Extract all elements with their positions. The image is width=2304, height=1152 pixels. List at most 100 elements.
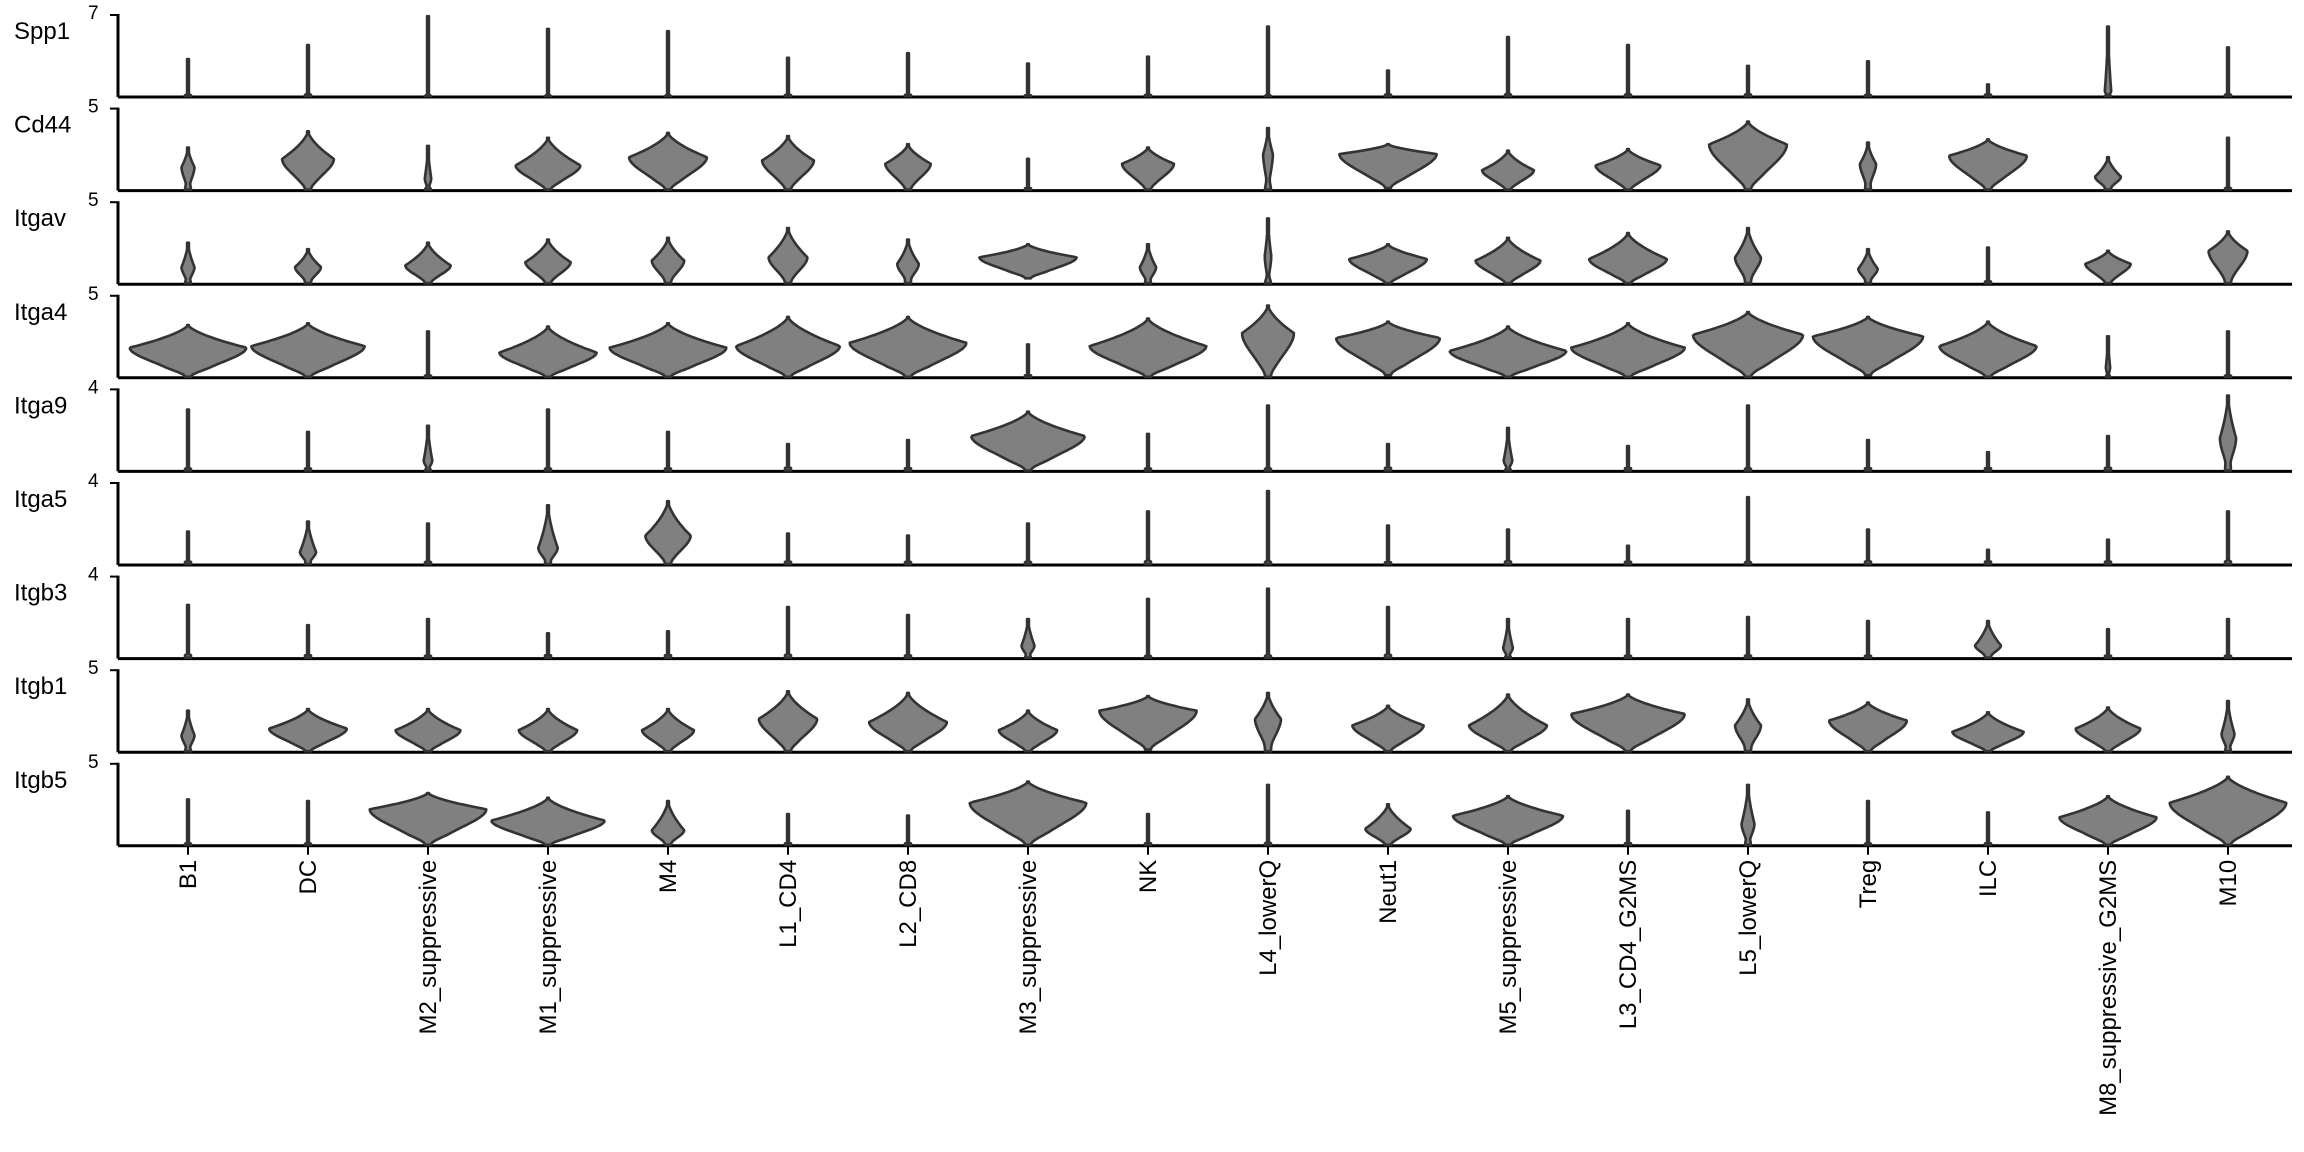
violin-itgb1-m4 <box>640 707 696 753</box>
violin-cd44-treg <box>1858 141 1878 191</box>
violin-itga5-l4-lowerq <box>1263 489 1273 566</box>
violin-spp1-neut1 <box>1383 69 1393 98</box>
violin-itgb1-ilc <box>1951 711 2025 753</box>
violin-itga9-l2-cd8 <box>903 438 913 472</box>
x-tick-label-m1-suppressive: M1_suppressive <box>535 860 562 1035</box>
violin-itgb1-l4-lowerq <box>1253 691 1283 753</box>
violin-itgb3-l5-lowerq <box>1743 615 1753 659</box>
violin-itgb3-m5-suppressive <box>1501 617 1515 659</box>
violin-itga9-m1-suppressive <box>543 408 553 472</box>
violin-itgb1-l5-lowerq <box>1733 698 1763 753</box>
violin-itgb3-b1 <box>183 603 193 659</box>
violin-cd44-m1-suppressive <box>514 136 582 191</box>
violin-spp1-ilc <box>1983 83 1993 98</box>
violin-itga5-m2-suppressive <box>423 522 433 566</box>
x-tick-label-m5-suppressive: M5_suppressive <box>1495 860 1522 1035</box>
violin-itga9-dc <box>303 430 313 472</box>
violin-itga5-m3-suppressive <box>1023 522 1033 566</box>
y-max-label: 5 <box>88 752 99 773</box>
violin-itga5-l1-cd4 <box>783 532 793 566</box>
violin-itga4-m5-suppressive <box>1448 325 1568 379</box>
violin-cd44-l5-lowerq <box>1707 120 1789 191</box>
violin-itga9-treg <box>1863 438 1873 472</box>
violin-cd44-neut1 <box>1338 142 1438 190</box>
gene-panel-itgb1: Itgb1 5 <box>14 658 2292 754</box>
x-tick-label-nk: NK <box>1135 860 1162 893</box>
violin-itga4-neut1 <box>1334 320 1442 377</box>
violin-itgb1-neut1 <box>1351 704 1425 753</box>
violin-itga4-l4-lowerq <box>1240 304 1296 379</box>
violin-itgb5-treg <box>1863 799 1873 847</box>
violin-itga9-l3-cd4-g2ms <box>1623 444 1633 472</box>
gene-label: Itgb1 <box>14 673 67 700</box>
gene-panel-spp1: Spp1 7 <box>14 3 2292 99</box>
violin-itga4-l3-cd4-g2ms <box>1570 322 1686 379</box>
violin-itgb5-m4 <box>650 799 686 847</box>
violin-itgav-l1-cd4 <box>767 226 809 285</box>
violin-itgav-ilc <box>1983 246 1993 285</box>
violin-spp1-l4-lowerq <box>1263 25 1273 98</box>
violin-itgb3-m8-suppressive-g2ms <box>2103 627 2113 659</box>
violin-cd44-b1 <box>180 146 196 191</box>
x-tick-label-m10: M10 <box>2215 860 2242 907</box>
violin-itga5-m1-suppressive <box>537 504 559 566</box>
gene-panel-itga4: Itga4 5 <box>14 284 2292 380</box>
y-max-label: 7 <box>88 3 99 24</box>
violin-cd44-dc <box>280 130 336 191</box>
gene-panel-cd44: Cd44 5 <box>14 97 2292 193</box>
violin-itga9-b1 <box>183 408 193 472</box>
gene-label: Itgb3 <box>14 580 67 607</box>
violin-itga9-m5-suppressive <box>1502 426 1514 472</box>
gene-label: Itga9 <box>14 392 67 419</box>
violin-itgb3-l1-cd4 <box>783 605 793 659</box>
violin-itgb5-dc <box>303 799 313 847</box>
gene-panel-itgb5: Itgb5 5 <box>14 752 2292 848</box>
violin-itga4-nk <box>1088 317 1208 379</box>
violin-itga5-neut1 <box>1383 524 1393 566</box>
violin-itgav-nk <box>1138 243 1158 285</box>
x-tick-label-m8-suppressive-g2ms: M8_suppressive_G2MS <box>2095 860 2122 1116</box>
violin-cd44-nk <box>1120 146 1176 191</box>
gene-panel-itgav: Itgav 5 <box>14 190 2292 286</box>
violin-itgb5-ilc <box>1983 811 1993 847</box>
gene-panel-itgb3: Itgb3 4 <box>14 565 2292 661</box>
gene-label: Itgb5 <box>14 767 67 794</box>
x-tick-label-l3-cd4-g2ms: L3_CD4_G2MS <box>1615 860 1642 1029</box>
violin-itgb5-l3-cd4-g2ms <box>1623 809 1633 847</box>
violin-itgb1-b1 <box>180 709 196 753</box>
violin-itga5-l5-lowerq <box>1743 495 1753 566</box>
violin-itga9-m2-suppressive <box>422 424 434 472</box>
violin-spp1-l5-lowerq <box>1743 64 1753 98</box>
gene-label: Itgav <box>14 205 66 232</box>
violin-itgb3-l3-cd4-g2ms <box>1623 617 1633 659</box>
violin-itga9-l4-lowerq <box>1263 404 1273 472</box>
violin-spp1-l2-cd8 <box>903 51 913 98</box>
violin-itgb5-b1 <box>183 798 193 847</box>
violin-itga9-neut1 <box>1383 442 1393 472</box>
violin-cd44-m10 <box>2223 136 2233 191</box>
gene-panel-itga9: Itga9 4 <box>14 377 2292 473</box>
violin-itgb5-m2-suppressive <box>368 791 488 847</box>
violin-itgb1-treg <box>1827 701 1909 753</box>
x-tick-label-treg: Treg <box>1855 860 1882 908</box>
violin-itgav-dc <box>293 247 323 285</box>
violin-itgav-m1-suppressive <box>524 238 572 285</box>
violin-itga9-nk <box>1143 432 1153 472</box>
y-max-label: 5 <box>88 190 99 211</box>
y-max-label: 4 <box>88 471 99 492</box>
violin-itgb1-l2-cd8 <box>867 691 949 753</box>
violin-spp1-dc <box>303 43 313 98</box>
violin-itga5-nk <box>1143 510 1153 566</box>
violin-itgb1-m10 <box>2220 699 2236 753</box>
x-axis: B1 DC M2_suppressive M1_suppressive M4 L1_CD4… <box>175 845 2242 1116</box>
violin-spp1-m2-suppressive <box>423 14 433 98</box>
x-tick-label-m3-suppressive: M3_suppressive <box>1015 860 1042 1035</box>
violin-itgb3-m1-suppressive <box>543 632 553 659</box>
y-max-label: 5 <box>88 658 99 679</box>
violin-itga9-l5-lowerq <box>1743 404 1753 472</box>
gene-label: Spp1 <box>14 18 70 45</box>
violin-itgb5-neut1 <box>1364 803 1412 847</box>
gene-panels: Spp1 7 Cd44 5 Itgav 5 Itga4 5 Itga9 4 Itga5 4 Itgb3 4… <box>14 3 2292 848</box>
violin-spp1-nk <box>1143 55 1153 98</box>
violin-cd44-l4-lowerq <box>1261 126 1275 191</box>
